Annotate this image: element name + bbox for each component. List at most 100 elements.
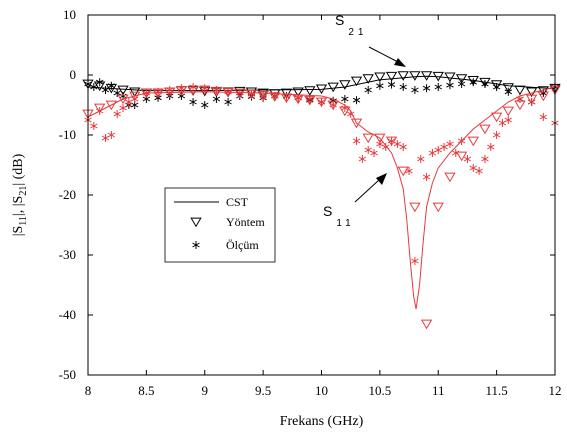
y-tick-label: -20 xyxy=(59,187,76,202)
data-point-triangle xyxy=(257,91,269,101)
x-tick-label: 11.5 xyxy=(485,383,507,398)
annotation-s21-base: S xyxy=(335,12,344,28)
x-axis-label: Frekans (GHz) xyxy=(280,414,364,429)
data-point-triangle xyxy=(479,124,491,135)
data-point-triangle xyxy=(327,82,339,93)
legend: CST Yöntem Ölçüm xyxy=(164,187,276,263)
data-point-asterisk xyxy=(192,241,200,249)
data-point-asterisk xyxy=(189,83,197,91)
data-point-asterisk xyxy=(405,167,413,175)
data-point-asterisk xyxy=(487,143,495,151)
y-axis-label-part-1: |S xyxy=(11,226,26,237)
data-point-asterisk xyxy=(259,92,267,100)
annotation-s11-arrow xyxy=(354,179,380,203)
data-point-asterisk xyxy=(247,90,256,99)
data-point-asterisk xyxy=(346,110,355,118)
annotation-s21-arrowhead xyxy=(394,58,406,67)
data-point-asterisk xyxy=(201,101,209,109)
data-point-triangle xyxy=(525,94,538,105)
series-line xyxy=(87,86,556,310)
annotation-s21: S 21 xyxy=(335,12,367,38)
data-point-triangle xyxy=(409,202,421,213)
data-point-triangle xyxy=(315,84,328,95)
legend-label-cst: CST xyxy=(226,195,249,209)
data-point-triangle xyxy=(385,71,398,82)
legend-label-olcum: Ölçüm xyxy=(226,238,259,252)
legend-label-yontem: Yöntem xyxy=(226,215,265,229)
data-point-triangle xyxy=(94,103,106,114)
data-point-asterisk xyxy=(282,92,291,101)
annotation-s21-sub: 21 xyxy=(348,27,367,38)
y-tick-label: -10 xyxy=(59,127,76,142)
annotation-s11: S 11 xyxy=(323,203,355,229)
series-s11_cst xyxy=(87,86,556,310)
data-point-asterisk xyxy=(399,83,407,91)
data-point-asterisk xyxy=(177,92,186,100)
annotation-s11-arrowhead xyxy=(376,173,387,185)
data-point-asterisk xyxy=(463,155,472,163)
data-point-asterisk xyxy=(177,84,186,93)
legend-box xyxy=(164,187,276,263)
data-point-asterisk xyxy=(370,149,378,157)
data-point-asterisk xyxy=(481,80,489,88)
data-point-asterisk xyxy=(352,96,361,105)
x-tick-label: 11 xyxy=(432,383,445,398)
data-point-asterisk xyxy=(504,87,513,96)
data-point-triangle xyxy=(397,71,409,81)
data-point-asterisk xyxy=(352,137,361,145)
data-point-triangle xyxy=(129,91,141,102)
data-point-asterisk xyxy=(475,167,483,175)
annotation-s11-base: S xyxy=(323,203,332,219)
y-tick-label: -30 xyxy=(59,247,76,262)
data-point-asterisk xyxy=(107,81,116,90)
data-point-asterisk xyxy=(107,131,116,139)
data-point-asterisk xyxy=(317,98,326,106)
data-point-asterisk xyxy=(399,143,407,151)
data-point-asterisk xyxy=(201,84,209,93)
legend-asterisk-swatch xyxy=(192,241,200,249)
data-point-triangle xyxy=(374,72,386,83)
data-point-triangle xyxy=(245,87,258,98)
y-axis-label-sub-2: 21 xyxy=(18,186,29,196)
y-tick-label: 0 xyxy=(70,67,77,82)
data-point-triangle xyxy=(117,85,129,96)
data-point-asterisk xyxy=(101,86,110,94)
data-point-asterisk xyxy=(166,86,174,94)
data-point-asterisk xyxy=(539,113,548,121)
data-point-asterisk xyxy=(516,95,524,103)
data-point-triangle xyxy=(420,319,433,330)
data-point-asterisk xyxy=(224,98,232,106)
data-point-triangle xyxy=(490,80,503,90)
x-tick-label: 9 xyxy=(202,383,209,398)
x-tick-label: 8.5 xyxy=(138,383,154,398)
data-point-asterisk xyxy=(411,257,419,265)
data-point-asterisk xyxy=(422,173,431,181)
data-point-asterisk xyxy=(90,122,98,130)
y-axis-label-sub-1: 11 xyxy=(18,216,29,226)
data-point-triangle xyxy=(502,106,514,117)
data-point-asterisk xyxy=(452,149,460,157)
y-axis-label: |S11|, |S21| (dB) xyxy=(11,153,29,236)
annotations: S 21 S 11 xyxy=(323,12,406,229)
svg-text:|S11|, |S21| (dB): |S11|, |S21| (dB) xyxy=(11,153,29,236)
data-point-triangle xyxy=(105,100,118,111)
data-point-asterisk xyxy=(90,83,98,91)
data-point-triangle xyxy=(455,151,468,162)
data-point-asterisk xyxy=(95,78,104,87)
data-point-triangle xyxy=(467,136,479,147)
data-point-asterisk xyxy=(504,116,513,124)
x-tick-label: 8 xyxy=(85,383,92,398)
y-tick-label: 10 xyxy=(63,7,76,22)
data-point-triangle xyxy=(362,74,374,84)
data-point-asterisk xyxy=(113,110,121,118)
y-tick-label: -50 xyxy=(59,367,76,382)
data-point-triangle xyxy=(444,72,456,83)
data-point-asterisk xyxy=(341,95,349,103)
data-point-asterisk xyxy=(142,89,151,97)
data-point-asterisk xyxy=(376,81,384,90)
data-point-asterisk xyxy=(358,155,367,163)
data-point-asterisk xyxy=(294,93,302,102)
data-point-asterisk xyxy=(434,83,442,91)
data-point-asterisk xyxy=(381,143,390,151)
